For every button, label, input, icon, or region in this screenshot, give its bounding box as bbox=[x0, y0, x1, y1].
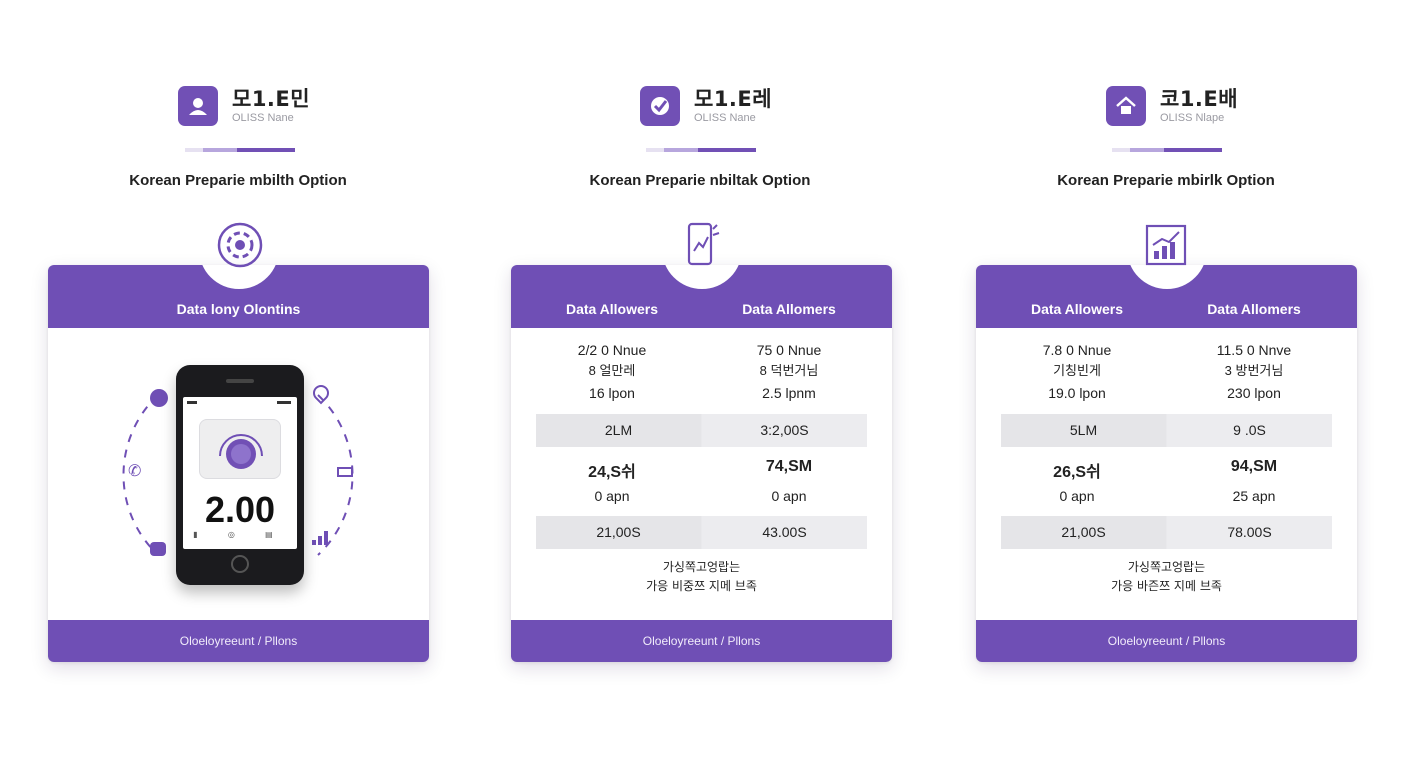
column-header-1: Data Allowers bbox=[1030, 301, 1124, 317]
brand: 모1.E민 OLISS Nane bbox=[178, 86, 310, 126]
status-bar bbox=[187, 401, 291, 404]
bar-chart-icon bbox=[1141, 220, 1191, 270]
speed-value: 2.5 lpnm bbox=[762, 385, 816, 401]
allowance-note: 8 얼만레 bbox=[588, 363, 636, 378]
divider bbox=[1112, 148, 1222, 152]
card-footer[interactable]: Oloeloyreeunt / Pllons bbox=[976, 620, 1357, 662]
speed-value: 16 lpon bbox=[589, 385, 635, 401]
card-header-title: Data lony Olontins bbox=[176, 301, 301, 317]
option-label: Korean Preparie mbirlk Option bbox=[1057, 172, 1275, 189]
brand-subtitle: OLISS Nane bbox=[232, 112, 294, 124]
screen-icon-row: ▮ ◎ ▤ bbox=[193, 530, 287, 539]
data-amount: 26,S쉬 bbox=[1053, 464, 1101, 481]
thumbs-up-icon bbox=[150, 542, 166, 556]
brand: 코1.E배 OLISS Nlape bbox=[1106, 86, 1238, 126]
column-header-1: Data Allowers bbox=[565, 301, 659, 317]
gauge-widget bbox=[199, 419, 281, 479]
mobile-phone-icon bbox=[676, 220, 726, 270]
column-header-2: Data Allomers bbox=[742, 301, 836, 317]
plan-note-line-1: 가싱쪽고엉랍는 bbox=[662, 560, 741, 574]
card-header-bar bbox=[976, 265, 1357, 328]
price-cell: 21,00S bbox=[536, 516, 701, 549]
plan-note-line-2: 가응 비중쯔 지메 브족 bbox=[646, 579, 757, 593]
allowance-value: 75 0 Nnue bbox=[756, 342, 822, 358]
checkmark-icon bbox=[640, 86, 680, 126]
user-icon bbox=[178, 86, 218, 126]
rate-value: 25 apn bbox=[1232, 488, 1276, 504]
allowance-note: 3 방번거님 bbox=[1224, 363, 1284, 378]
plan-note-line-2: 가응 바즌쯔 지메 브족 bbox=[1111, 579, 1222, 593]
smartphone-illustration: 2.00 ▮ ◎ ▤ bbox=[176, 365, 304, 585]
laptop-icon bbox=[337, 467, 353, 477]
rate-value: 0 apn bbox=[1059, 488, 1095, 504]
rate-value: 0 apn bbox=[771, 488, 807, 504]
allowance-note: 8 덕번거님 bbox=[759, 363, 819, 378]
price-cell: 3:2,00S bbox=[702, 414, 867, 447]
allowance-value: 11.5 0 Nnve bbox=[1216, 342, 1292, 358]
price-cell: 9 .0S bbox=[1167, 414, 1332, 447]
price-band: 21,00S 78.00S bbox=[1001, 516, 1332, 549]
plan-card-2[interactable]: Data Allowers Data Allomers 2/2 0 Nnue 7… bbox=[511, 265, 892, 662]
price-cell: 2LM bbox=[536, 414, 701, 447]
price-band: 2LM 3:2,00S bbox=[536, 414, 867, 447]
card-header-bar bbox=[48, 265, 429, 328]
brand-title: 모1.E레 bbox=[694, 87, 773, 111]
price-band: 5LM 9 .0S bbox=[1001, 414, 1332, 447]
allowance-value: 7.8 0 Nnue bbox=[1042, 342, 1112, 358]
data-amount: 24,S쉬 bbox=[588, 464, 636, 481]
allowance-note: 기칭빈게 bbox=[1053, 363, 1101, 378]
column-header-2: Data Allomers bbox=[1207, 301, 1301, 317]
home-icon bbox=[1106, 86, 1146, 126]
brand-subtitle: OLISS Nane bbox=[694, 112, 756, 124]
phone-value: 2.00 bbox=[204, 489, 276, 530]
brand-title: 코1.E배 bbox=[1160, 87, 1239, 111]
allowance-value: 2/2 0 Nnue bbox=[577, 342, 647, 358]
speed-value: 19.0 lpon bbox=[1048, 385, 1106, 401]
speed-value: 230 lpon bbox=[1227, 385, 1281, 401]
phone-call-icon: ✆ bbox=[128, 463, 142, 480]
divider bbox=[646, 148, 756, 152]
price-cell: 5LM bbox=[1001, 414, 1166, 447]
plan-card-3[interactable]: Data Allowers Data Allomers 7.8 0 Nnue 1… bbox=[976, 265, 1357, 662]
brand-subtitle: OLISS Nlape bbox=[1160, 112, 1225, 124]
plan-note-line-1: 가싱쪽고엉랍는 bbox=[1127, 560, 1206, 574]
rate-value: 0 apn bbox=[594, 488, 630, 504]
price-band: 21,00S 43.00S bbox=[536, 516, 867, 549]
card-footer[interactable]: Oloeloyreeunt / Pllons bbox=[511, 620, 892, 662]
option-label: Korean Preparie mbilth Option bbox=[129, 172, 347, 189]
price-cell: 43.00S bbox=[702, 516, 867, 549]
data-amount: 74,SM bbox=[765, 458, 813, 475]
divider bbox=[185, 148, 295, 152]
price-cell: 21,00S bbox=[1001, 516, 1166, 549]
plan-card-1[interactable]: Data lony Olontins ✆ 2.00 ▮ ◎ ▤ bbox=[48, 265, 429, 662]
data-amount: 94,SM bbox=[1230, 458, 1278, 475]
option-label: Korean Preparie nbiltak Option bbox=[589, 172, 811, 189]
target-icon bbox=[215, 220, 265, 270]
card-header-bar bbox=[511, 265, 892, 328]
signal-bars-icon bbox=[312, 531, 330, 545]
card-footer[interactable]: Oloeloyreeunt / Pllons bbox=[48, 620, 429, 662]
home-button bbox=[231, 555, 249, 573]
brand-title: 모1.E민 bbox=[232, 87, 311, 111]
wrench-icon bbox=[150, 389, 168, 407]
brand: 모1.E레 OLISS Nane bbox=[640, 86, 772, 126]
price-cell: 78.00S bbox=[1167, 516, 1332, 549]
